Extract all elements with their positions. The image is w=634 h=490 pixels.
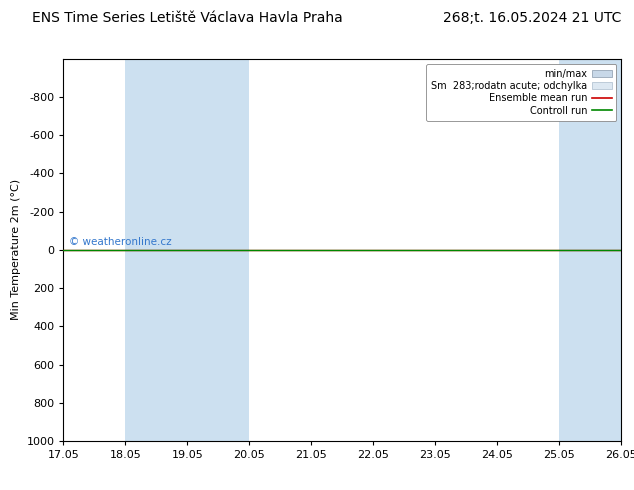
Bar bbox=[126, 59, 188, 441]
Bar bbox=[559, 59, 621, 441]
Text: ENS Time Series Letiště Václava Havla Praha: ENS Time Series Letiště Václava Havla Pr… bbox=[32, 10, 342, 24]
Text: © weatheronline.cz: © weatheronline.cz bbox=[69, 237, 172, 247]
Legend: min/max, Sm  283;rodatn acute; odchylka, Ensemble mean run, Controll run: min/max, Sm 283;rodatn acute; odchylka, … bbox=[426, 64, 616, 121]
Bar bbox=[621, 59, 634, 441]
Y-axis label: Min Temperature 2m (°C): Min Temperature 2m (°C) bbox=[11, 179, 21, 320]
Text: 268;t. 16.05.2024 21 UTC: 268;t. 16.05.2024 21 UTC bbox=[443, 10, 621, 24]
Bar bbox=[188, 59, 249, 441]
